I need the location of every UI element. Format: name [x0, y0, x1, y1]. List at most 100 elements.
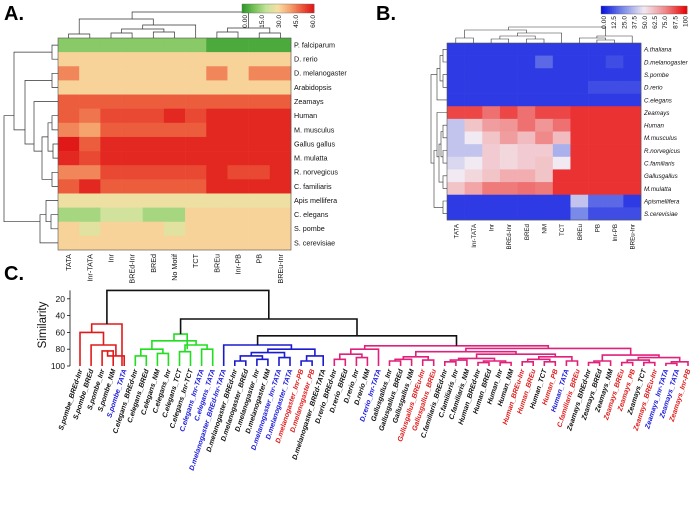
legend-swatch: [671, 6, 675, 14]
legend-swatch: [676, 6, 679, 14]
heatmap-cell: [269, 165, 292, 180]
heatmap-cell: [142, 221, 165, 237]
heatmap-cell: [482, 106, 501, 120]
heatmap-cell: [535, 207, 554, 221]
heatmap-cell: [79, 179, 101, 194]
heatmap-cell: [142, 193, 165, 208]
legend-swatch: [261, 4, 264, 13]
dendrogram-branch: [184, 344, 208, 352]
dendrogram-branch: [41, 136, 52, 180]
heatmap-cell: [163, 122, 186, 138]
heatmap-cell: [464, 207, 483, 221]
heatmap-cell: [100, 235, 122, 251]
heatmap-b-legend: 0.00 12.5 25.0 37.5 50.0 62.5 75.0 87.5 100: [600, 5, 690, 29]
heatmap-cell: [517, 194, 536, 208]
heatmap-cell: [464, 144, 483, 158]
heatmap-cell: [227, 221, 249, 237]
heatmap-cell: [623, 80, 642, 94]
legend-swatch: [288, 4, 291, 13]
heatmap-cell: [248, 193, 271, 208]
legend-swatch: [611, 6, 615, 14]
heatmap-cell: [447, 169, 465, 183]
heatmap-cell: [482, 93, 501, 107]
heatmap-row-label: C.elegans: [644, 97, 672, 104]
heatmap-cell: [447, 80, 465, 94]
heatmap-row-label: Gallusgallus: [644, 173, 678, 180]
legend-swatch: [294, 4, 297, 13]
heatmap-column-label: TCT: [191, 253, 200, 268]
heatmap-cell: [605, 182, 624, 196]
heatmap-cell: [227, 66, 249, 81]
heatmap-cell: [499, 55, 518, 69]
dendrogram-branch: [355, 356, 369, 366]
legend-swatch: [287, 4, 290, 13]
heatmap-cell: [79, 235, 101, 251]
dendrogram-branch: [278, 356, 291, 366]
heatmap-column-label: TATA: [453, 223, 460, 238]
legend-swatch: [609, 6, 613, 14]
heatmap-cell: [58, 52, 80, 67]
dendrogram-branch: [51, 115, 58, 131]
heatmap-cell: [535, 55, 554, 69]
heatmap-cell: [623, 55, 642, 69]
heatmap-cell: [163, 193, 186, 208]
dendrogram-branch: [442, 74, 447, 88]
legend-swatch: [308, 4, 311, 13]
heatmap-cell: [121, 235, 144, 251]
heatmap-row-label: Gallus gallus: [294, 139, 336, 148]
heatmap-row-label: Apis mellifera: [294, 196, 337, 205]
heatmap-cell: [552, 43, 571, 56]
heatmap-cell: [79, 38, 101, 53]
heatmap-cell: [447, 106, 465, 120]
heatmap-cell: [570, 144, 589, 158]
heatmap-row-label: C.familiaris: [644, 161, 675, 168]
heatmap-cell: [499, 182, 518, 196]
legend-tick-label: 50.0: [642, 16, 649, 29]
heatmap-cell: [163, 66, 186, 81]
heatmap-cell: [535, 194, 554, 208]
heatmap-b-dendrograms: [430, 26, 633, 214]
heatmap-cell: [552, 194, 571, 208]
heatmap-cell: [185, 165, 207, 180]
heatmap-row-label: Zeamays: [294, 97, 324, 106]
heatmap-cell: [447, 43, 465, 56]
dendrogram-branch: [593, 360, 612, 366]
heatmap-cell: [248, 94, 271, 109]
legend-swatch: [652, 6, 656, 14]
legend-swatch: [633, 6, 636, 14]
axis-tick-label: 60: [56, 327, 66, 337]
heatmap-a-row-labels: P. falciparum D. rerio D. melanogaster Arab…: [294, 40, 347, 247]
legend-tick-label: 0.00: [242, 15, 249, 28]
dendrogram-branch: [464, 29, 527, 38]
heatmap-column-label: No Motif: [170, 254, 179, 281]
heatmap-cell: [535, 93, 554, 107]
legend-swatch: [680, 6, 684, 14]
heatmap-cell: [269, 94, 292, 109]
heatmap-cell: [185, 94, 207, 109]
heatmap-cell: [447, 68, 465, 82]
legend-swatch: [301, 4, 304, 13]
axis-tick-label: 100: [51, 361, 65, 371]
heatmap-cell: [269, 235, 292, 251]
dendrogram-branch: [444, 361, 457, 366]
dendrogram-branch: [388, 360, 402, 366]
legend-swatch: [650, 6, 653, 14]
heatmap-cell: [58, 108, 80, 124]
heatmap-cell: [185, 38, 207, 53]
heatmap-cell: [588, 156, 607, 170]
heatmap-cell: [482, 68, 501, 82]
legend-swatch: [620, 6, 623, 14]
dendrogram-branch: [499, 361, 512, 366]
heatmap-cell: [535, 43, 554, 56]
heatmap-cell: [248, 66, 271, 81]
dendrogram-branch: [449, 359, 468, 366]
heatmap-row-label: D. melanogaster: [294, 69, 347, 78]
heatmap-row-label: R.norvegicus: [644, 148, 680, 155]
heatmap-cell: [185, 179, 207, 194]
heatmap-cell: [588, 43, 607, 56]
heatmap-cell: [269, 207, 292, 223]
heatmap-cell: [163, 165, 186, 180]
heatmap-cell: [535, 156, 554, 170]
heatmap-cell: [142, 52, 165, 67]
dendrogram-branch: [51, 171, 58, 187]
